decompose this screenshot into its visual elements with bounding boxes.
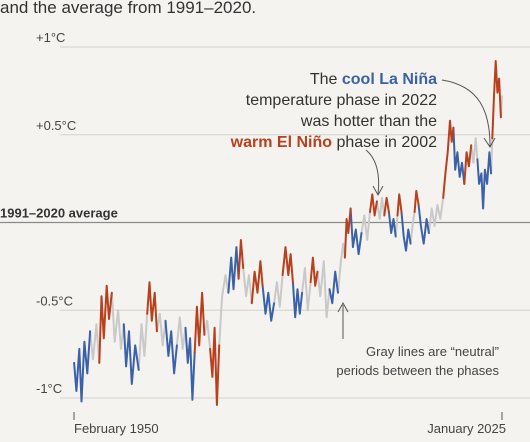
series-segment-el-nino-18 (250, 260, 264, 305)
annotation-top-line4: warm El Niño phase in 2002 (230, 134, 437, 151)
series-segment-neutral-41 (427, 196, 445, 234)
series-segment-el-nino-31 (369, 193, 378, 217)
series-segment-neutral-9 (175, 316, 187, 350)
x-tick-label-0: February 1950 (74, 421, 159, 436)
annotation-arrowhead-neutral (337, 301, 349, 313)
annotation-top-line2: temperature phase in 2022 (246, 92, 437, 109)
series-segment-el-nino-48 (491, 60, 502, 140)
series-segment-la-nina-0 (73, 330, 92, 403)
x-tick-label-1: January 2025 (427, 421, 506, 436)
series-segment-neutral-5 (137, 312, 149, 371)
data-series (73, 60, 503, 406)
series-segment-la-nina-10 (184, 326, 196, 401)
series-segment-neutral-1 (89, 323, 101, 364)
series-segment-neutral-27 (337, 242, 346, 294)
series-segment-la-nina-46 (476, 151, 493, 210)
annotation-bottom-line1: Gray lines are “neutral” (366, 344, 499, 359)
series-segment-el-nino-21 (281, 246, 294, 284)
series-segment-la-nina-19 (261, 284, 276, 322)
series-segment-neutral-17 (242, 267, 253, 305)
series-segment-neutral-30 (360, 211, 371, 241)
series-segment-neutral-45 (470, 137, 479, 164)
series-segment-el-nino-6 (146, 281, 158, 333)
series-segment-el-nino-11 (193, 291, 206, 354)
subtitle: and the average from 1991–2020. (0, 0, 256, 17)
annotation-top-line1: The cool La Niña (310, 71, 437, 88)
series-segment-el-nino-39 (413, 189, 420, 213)
y-tick-label-0: +1°C (36, 30, 65, 45)
annotation-top-line3: was hotter than the (300, 113, 437, 130)
annotation-arrowhead-2002 (372, 185, 384, 197)
series-segment-neutral-32 (375, 196, 386, 220)
y-tick-label-4: -1°C (36, 381, 62, 396)
baseline-average-label: 1991–2020 average (0, 206, 118, 221)
y-tick-label-3: -0.5°C (36, 293, 73, 308)
series-segment-la-nina-26 (328, 270, 339, 305)
y-tick-label-1: +0.5°C (36, 118, 76, 133)
series-segment-neutral-20 (273, 274, 284, 308)
x-axis-labels: February 1950 January 2025 (74, 421, 506, 436)
series-segment-la-nina-40 (417, 203, 430, 245)
series-segment-neutral-38 (409, 211, 416, 245)
series-segment-neutral-3 (110, 291, 125, 350)
series-segment-la-nina-22 (291, 281, 304, 319)
series-segment-neutral-23 (301, 267, 312, 312)
series-segment-el-nino-2 (98, 284, 113, 364)
series-segment-el-nino-44 (463, 144, 473, 185)
series-segment-neutral-25 (316, 260, 331, 319)
annotation-arrowhead-2022 (483, 137, 496, 148)
series-segment-la-nina-8 (164, 319, 178, 375)
series-segment-el-nino-28 (343, 207, 352, 259)
annotation-top: The cool La Niña temperature phase in 20… (230, 71, 437, 151)
series-segment-la-nina-37 (400, 211, 412, 252)
series-segment-la-nina-34 (387, 211, 397, 238)
series-segment-la-nina-15 (227, 246, 240, 294)
annotation-arrow-2022 (441, 79, 491, 147)
annotation-bottom: Gray lines are “neutral” periods between… (336, 344, 499, 378)
series-segment-el-nino-42 (442, 119, 455, 199)
series-segment-el-nino-13 (209, 326, 221, 406)
series-segment-la-nina-29 (349, 207, 363, 256)
series-segment-neutral-12 (203, 319, 212, 350)
series-segment-neutral-14 (218, 274, 230, 347)
series-segment-el-nino-33 (383, 196, 390, 217)
series-segment-el-nino-24 (309, 256, 319, 287)
series-segment-el-nino-16 (237, 239, 245, 280)
annotation-bottom-line2: periods between the phases (336, 363, 499, 378)
y-axis-labels: +1°C +0.5°C 1991–2020 average -0.5°C -1°C (0, 30, 118, 396)
series-segment-la-nina-4 (122, 323, 140, 385)
annotation-arrow-2002 (365, 149, 380, 195)
series-segment-neutral-7 (155, 312, 167, 347)
series-segment-el-nino-36 (396, 193, 403, 217)
series-segment-la-nina-43 (452, 126, 466, 185)
